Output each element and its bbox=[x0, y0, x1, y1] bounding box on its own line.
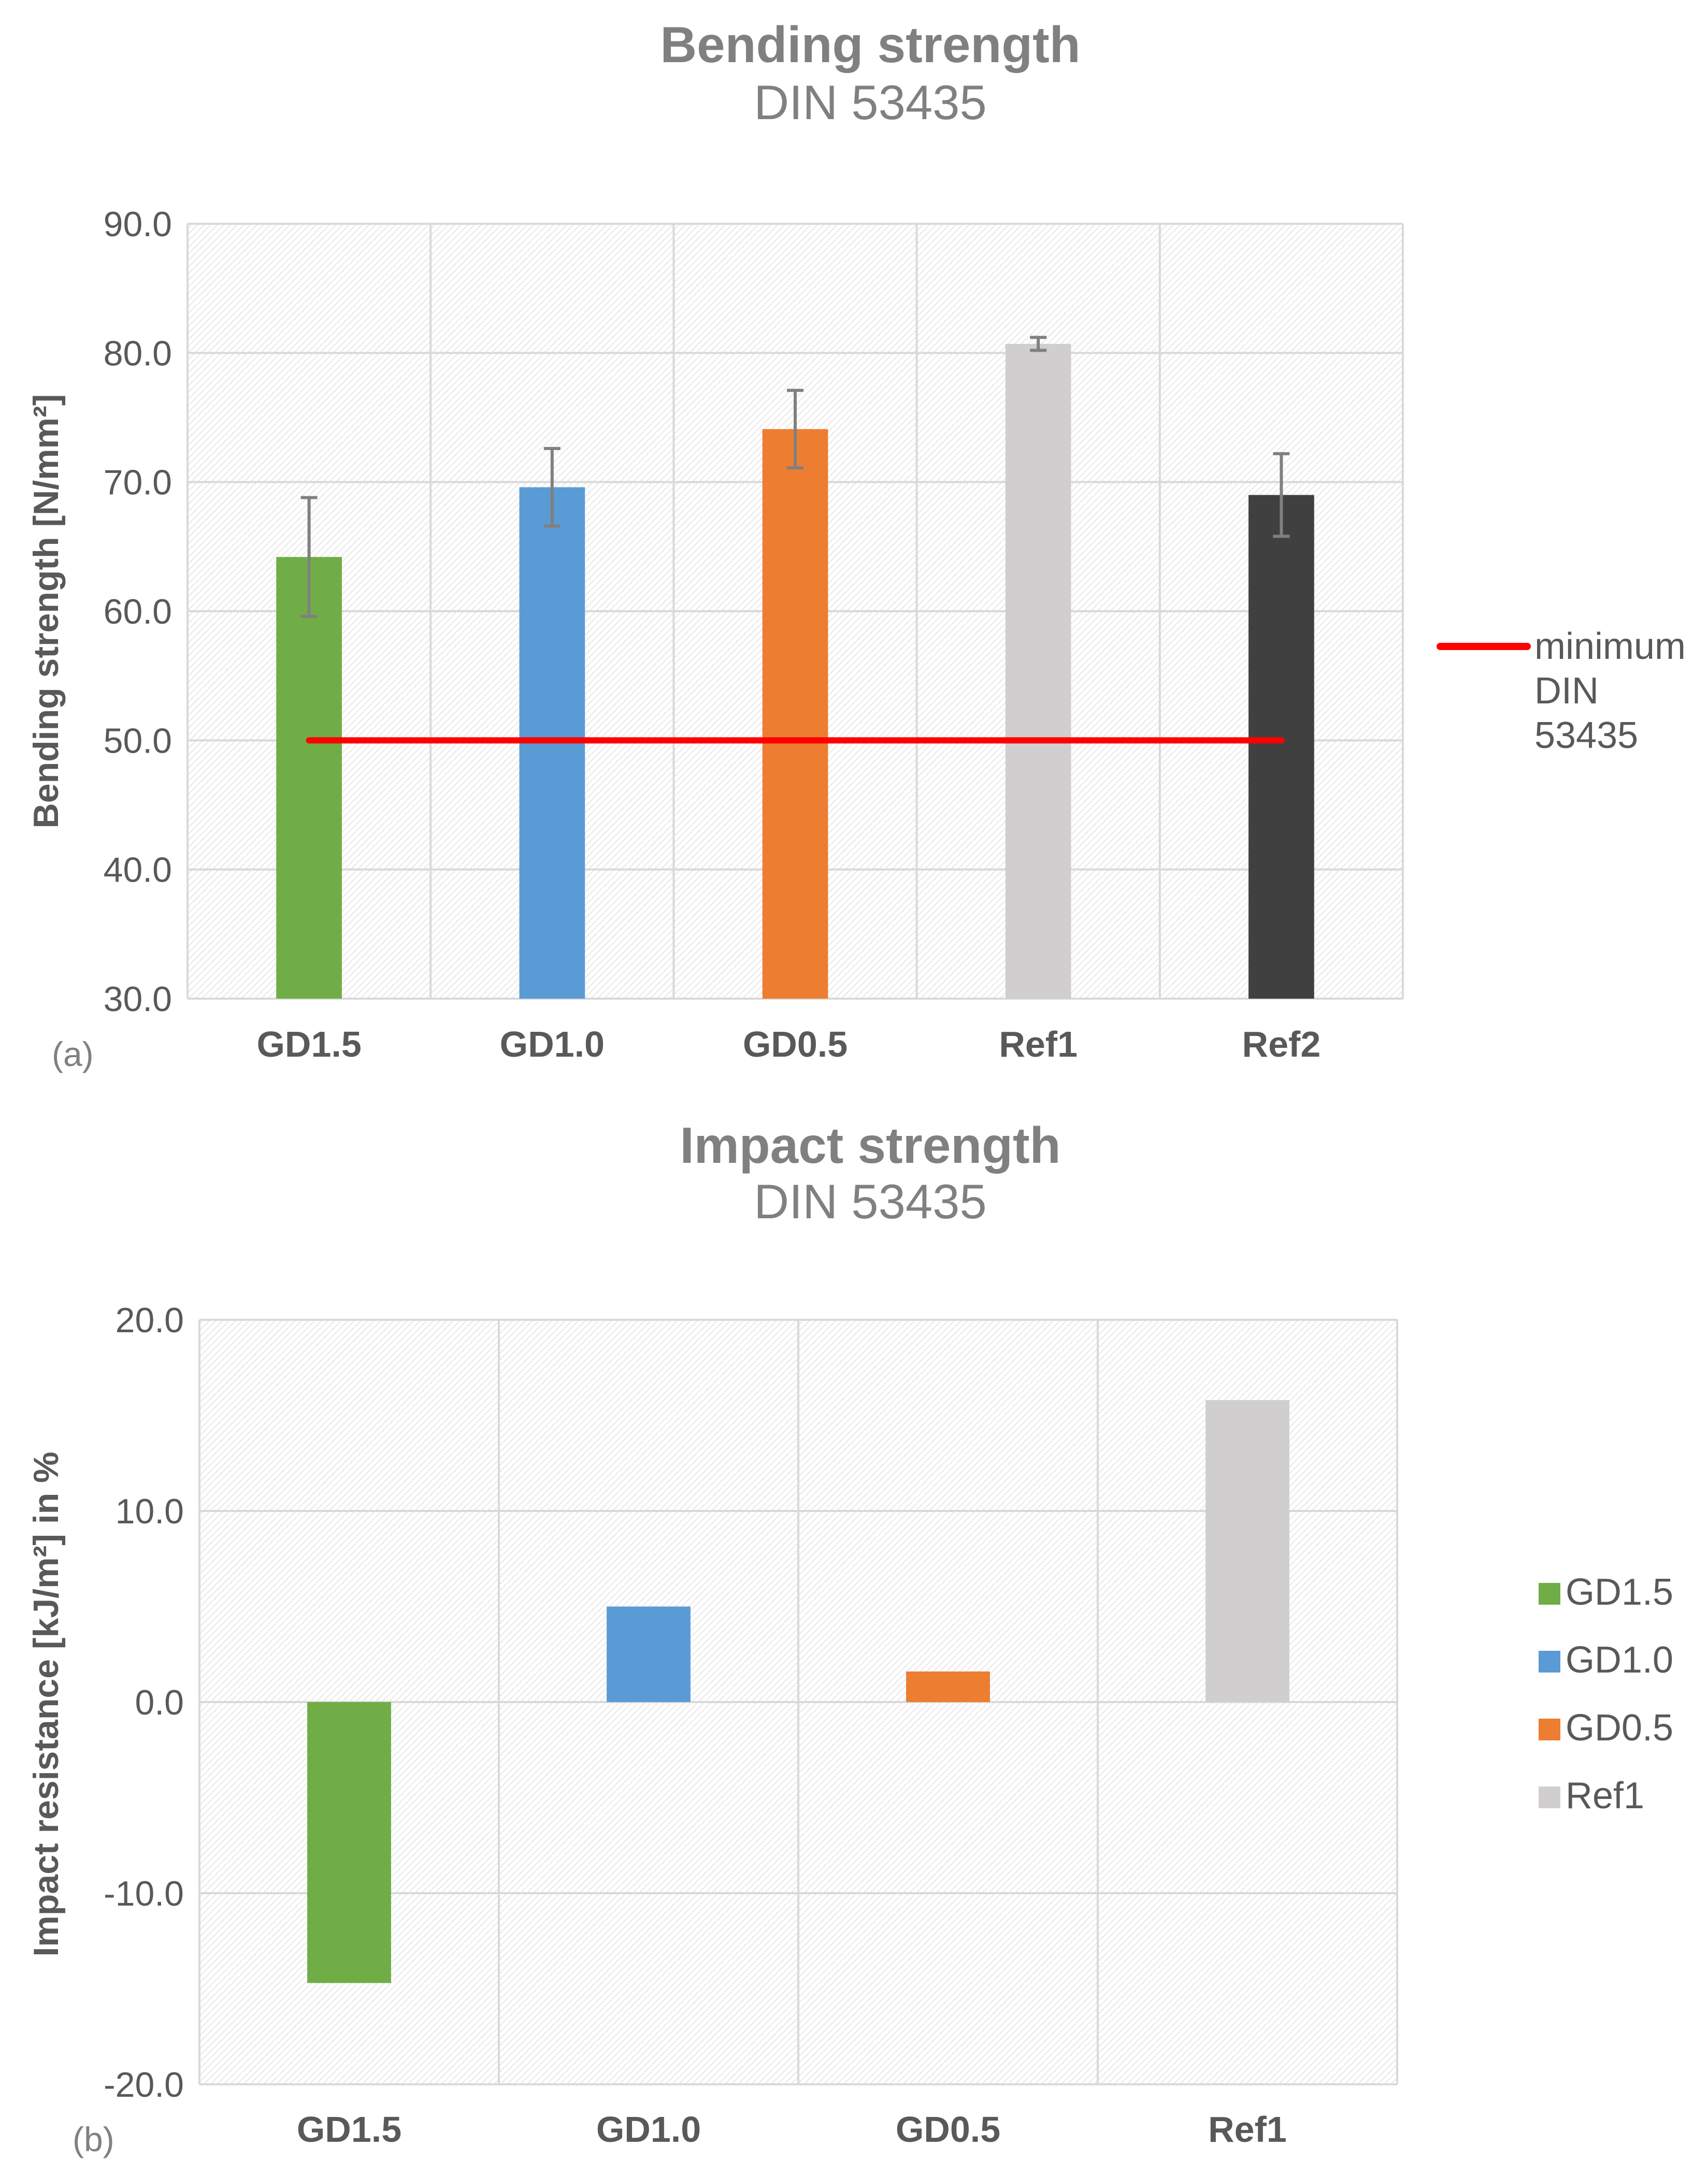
reference-legend-line-2: DIN bbox=[1534, 670, 1599, 712]
error-bar bbox=[543, 446, 561, 528]
legend-entry: Ref1 bbox=[1566, 1775, 1644, 1817]
x-category-label: GD1.0 bbox=[500, 1024, 605, 1064]
bar-gd0-5 bbox=[762, 429, 828, 999]
chart-a-y-axis-label: Bending strength [N/mm²] bbox=[26, 394, 66, 829]
legend-swatch bbox=[1539, 1651, 1560, 1673]
y-tick-label: 10.0 bbox=[116, 1492, 184, 1531]
x-category-label: GD0.5 bbox=[743, 1024, 848, 1064]
legend-swatch bbox=[1539, 1583, 1560, 1605]
legend-entry: GD0.5 bbox=[1566, 1707, 1673, 1749]
y-tick-label: 40.0 bbox=[104, 851, 172, 890]
chart-b-subtitle: DIN 53435 bbox=[754, 1174, 986, 1229]
y-tick-label: 20.0 bbox=[116, 1301, 184, 1340]
x-category-label: Ref2 bbox=[1242, 1024, 1321, 1064]
y-tick-label: -20.0 bbox=[104, 2065, 184, 2105]
reference-line-legend: minimum DIN 53435 bbox=[1437, 626, 1686, 756]
chart-a-subtitle: DIN 53435 bbox=[754, 75, 986, 129]
x-category-label: GD1.0 bbox=[596, 2109, 701, 2150]
bar-ref2 bbox=[1248, 495, 1314, 999]
y-tick-label: 70.0 bbox=[104, 463, 172, 502]
bar-gd1-5 bbox=[276, 557, 342, 999]
error-bar bbox=[300, 496, 318, 618]
y-tick-label: 60.0 bbox=[104, 592, 172, 631]
x-category-label: Ref1 bbox=[1208, 2109, 1287, 2150]
legend-swatch bbox=[1539, 1719, 1560, 1740]
x-category-label: Ref1 bbox=[999, 1024, 1078, 1064]
error-bar bbox=[1273, 452, 1290, 538]
y-tick-label: 90.0 bbox=[104, 205, 172, 244]
x-category-label: GD1.5 bbox=[256, 1024, 361, 1064]
bar-ref1 bbox=[1205, 1400, 1289, 1702]
impact-strength-chart: Impact strength DIN 53435 -20.0 -10.0 0.0 1… bbox=[26, 1117, 1673, 2158]
legend-entry: GD1.0 bbox=[1566, 1639, 1673, 1681]
chart-b-y-axis-label: Impact resistance [kJ/m²] in % bbox=[26, 1451, 66, 1956]
chart-b-title: Impact strength bbox=[680, 1117, 1060, 1174]
y-tick-label: -10.0 bbox=[104, 1874, 184, 1913]
y-tick-label: 30.0 bbox=[104, 979, 172, 1019]
error-bar bbox=[1030, 336, 1047, 352]
chart-a-title: Bending strength bbox=[660, 16, 1080, 73]
bar-gd0-5 bbox=[906, 1671, 990, 1702]
bar-ref1 bbox=[1005, 343, 1071, 999]
legend-entry: GD1.5 bbox=[1566, 1572, 1673, 1613]
bending-strength-chart: Bending strength DIN 53435 30.0 40.0 50.0 6… bbox=[26, 16, 1686, 1073]
chart-b-legend: GD1.5 GD1.0 GD0.5 Ref1 bbox=[1539, 1572, 1673, 1817]
error-bar bbox=[787, 388, 803, 470]
bar-gd1-5 bbox=[307, 1702, 391, 1983]
reference-legend-line-1: minimum bbox=[1534, 626, 1686, 667]
chart-a-panel-label: (a) bbox=[52, 1035, 94, 1073]
legend-swatch bbox=[1539, 1786, 1560, 1808]
y-tick-label: 80.0 bbox=[104, 334, 172, 373]
x-category-label: GD0.5 bbox=[896, 2109, 1000, 2150]
chart-b-panel-label: (b) bbox=[73, 2120, 114, 2158]
y-tick-label: 0.0 bbox=[135, 1683, 184, 1722]
reference-legend-line-3: 53435 bbox=[1534, 715, 1638, 756]
bar-gd1-0 bbox=[607, 1606, 691, 1702]
x-category-label: GD1.5 bbox=[297, 2109, 401, 2150]
y-tick-label: 50.0 bbox=[104, 721, 172, 760]
